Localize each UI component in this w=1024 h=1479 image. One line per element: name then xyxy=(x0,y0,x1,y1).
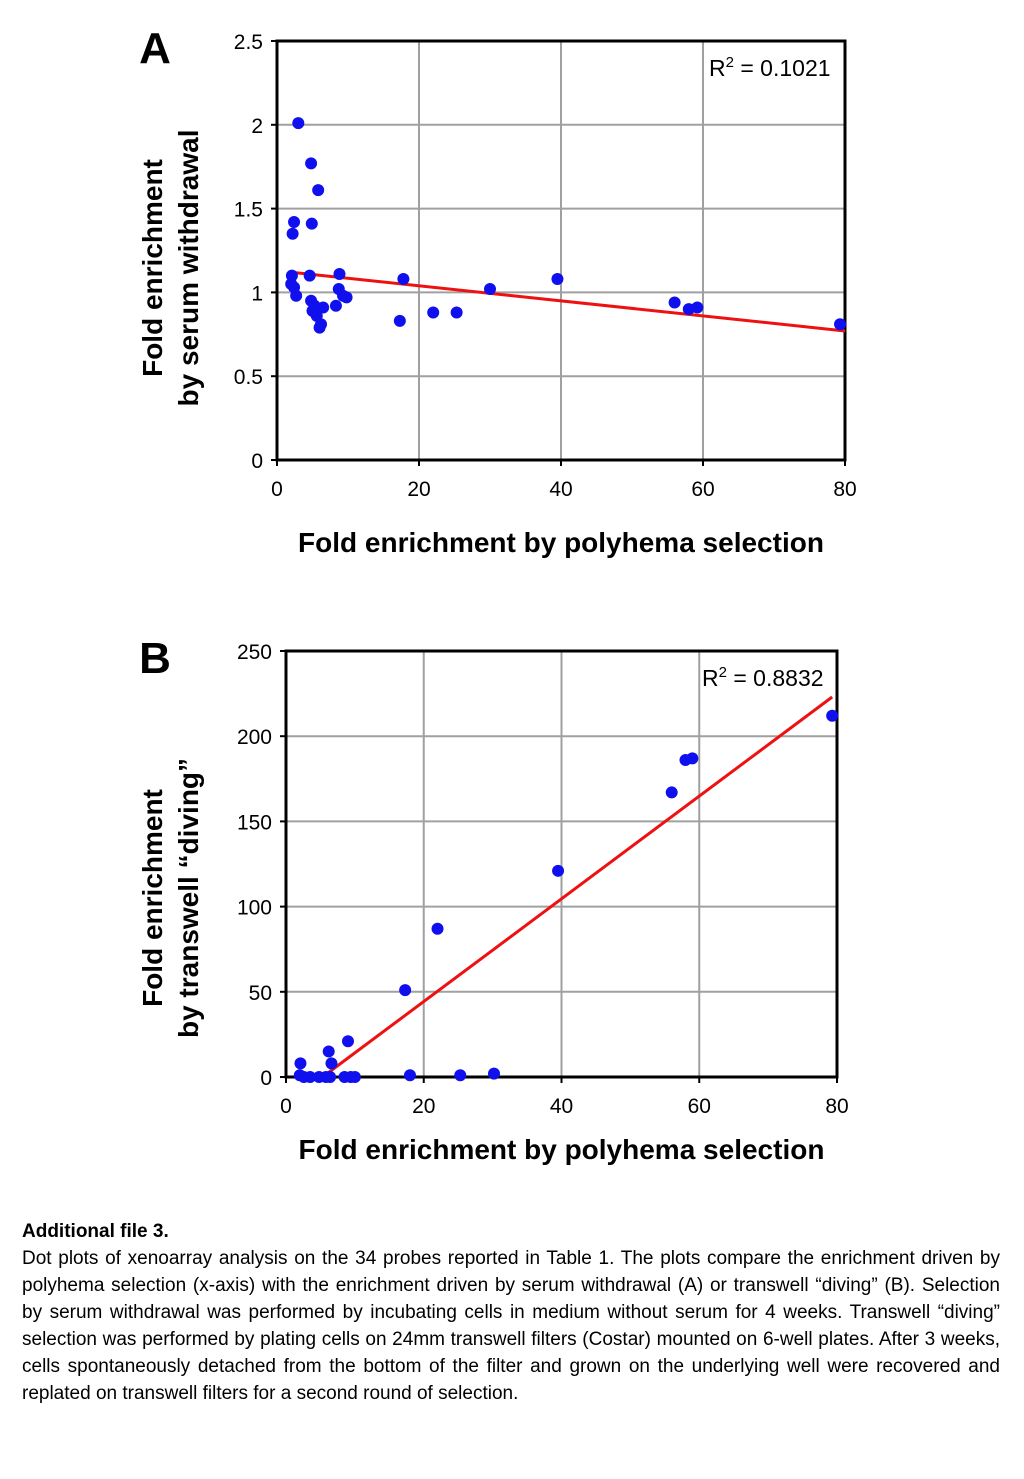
data-point xyxy=(292,117,305,130)
data-point xyxy=(399,984,412,997)
x-tick-label: 20 xyxy=(412,1095,435,1118)
data-point xyxy=(303,269,316,282)
data-point xyxy=(665,786,678,799)
data-point xyxy=(294,1057,307,1070)
data-point xyxy=(288,216,301,229)
data-point xyxy=(304,1071,317,1083)
r-squared-value: = 0.8832 xyxy=(727,665,824,691)
data-point xyxy=(305,157,318,170)
data-point xyxy=(551,272,564,285)
x-tick-label: 0 xyxy=(280,1095,292,1118)
panel-label: B xyxy=(139,634,171,683)
r-squared-annotation: R2 = 0.1021 xyxy=(709,54,831,81)
y-tick-label: 2.5 xyxy=(234,31,263,54)
y-tick-label: 2 xyxy=(251,115,263,138)
x-tick-label: 0 xyxy=(271,478,283,501)
x-tick-label: 40 xyxy=(549,478,572,501)
data-point xyxy=(454,1069,467,1082)
y-axis-title-line1: Fold enrichment xyxy=(137,789,168,1007)
y-tick-label: 250 xyxy=(237,641,272,664)
data-point xyxy=(691,301,704,314)
data-point xyxy=(393,314,406,327)
y-axis-title-line1: Fold enrichment xyxy=(137,159,168,377)
y-tick-label: 0 xyxy=(260,1067,272,1090)
r-squared-annotation: R2 = 0.8832 xyxy=(702,664,824,691)
data-point xyxy=(312,184,325,197)
y-tick-label: 100 xyxy=(237,897,272,920)
data-point xyxy=(450,306,463,319)
r-squared-superscript: 2 xyxy=(726,54,734,71)
y-tick-label: 150 xyxy=(237,811,272,834)
x-tick-label: 80 xyxy=(833,478,856,501)
data-point xyxy=(340,291,353,304)
y-tick-label: 0.5 xyxy=(234,366,263,389)
data-point xyxy=(834,318,847,331)
y-tick-label: 1.5 xyxy=(234,199,263,222)
data-point xyxy=(305,217,318,230)
data-point xyxy=(322,1045,335,1058)
y-axis-title-line2: by serum withdrawal xyxy=(173,130,204,407)
data-point xyxy=(333,267,346,280)
data-point xyxy=(686,752,699,765)
r-squared-superscript: 2 xyxy=(719,664,727,681)
r-squared-base: R xyxy=(709,55,726,81)
data-point xyxy=(552,864,565,877)
x-axis-title: Fold enrichment by polyhema selection xyxy=(298,527,824,558)
x-tick-label: 60 xyxy=(691,478,714,501)
x-tick-label: 80 xyxy=(825,1095,848,1118)
data-point xyxy=(313,321,326,334)
y-tick-label: 0 xyxy=(251,450,263,473)
trend-line xyxy=(291,270,846,333)
caption-title: Additional file 3. xyxy=(22,1221,169,1242)
data-point xyxy=(317,301,330,314)
scatter-plot-b: 0 20 40 60 80 0 50 100 150 200 250 R2 = 0.8832 B Fold… xyxy=(137,634,849,1165)
data-point xyxy=(341,1035,354,1048)
panel-label: A xyxy=(139,24,171,73)
data-point xyxy=(668,296,681,309)
data-point xyxy=(397,272,410,285)
chart-panel-b: 0 20 40 60 80 0 50 100 150 200 250 R2 = 0.8832 B Fold… xyxy=(0,610,1024,1185)
r-squared-value: = 0.1021 xyxy=(734,55,831,81)
data-point xyxy=(329,299,342,312)
chart-panel-a: 0 20 40 60 80 0 0.5 1 1.5 2 2.5 R2 = 0.1021 A Fold en… xyxy=(0,0,1024,590)
y-axis-title-line2: by transwell “diving” xyxy=(173,758,204,1038)
y-tick-label: 200 xyxy=(237,726,272,749)
data-point xyxy=(403,1069,416,1082)
y-tick-label: 50 xyxy=(249,982,272,1005)
data-point xyxy=(431,922,444,935)
x-tick-label: 60 xyxy=(688,1095,711,1118)
data-point xyxy=(348,1071,361,1083)
data-point xyxy=(324,1071,337,1083)
trend-line xyxy=(321,695,834,1079)
data-point xyxy=(286,227,299,240)
data-point xyxy=(488,1067,501,1080)
data-point xyxy=(826,709,839,722)
y-tick-label: 1 xyxy=(251,282,263,305)
x-tick-label: 40 xyxy=(550,1095,573,1118)
data-point xyxy=(290,289,303,302)
r-squared-base: R xyxy=(702,665,719,691)
data-point xyxy=(427,306,440,319)
caption-body: Dot plots of xenoarray analysis on the 3… xyxy=(22,1248,1000,1404)
data-point xyxy=(325,1057,338,1070)
x-axis-title: Fold enrichment by polyhema selection xyxy=(299,1134,825,1165)
data-point xyxy=(484,283,496,296)
x-tick-label: 20 xyxy=(407,478,430,501)
figure-caption: Additional file 3. Dot plots of xenoarra… xyxy=(22,1218,1000,1407)
